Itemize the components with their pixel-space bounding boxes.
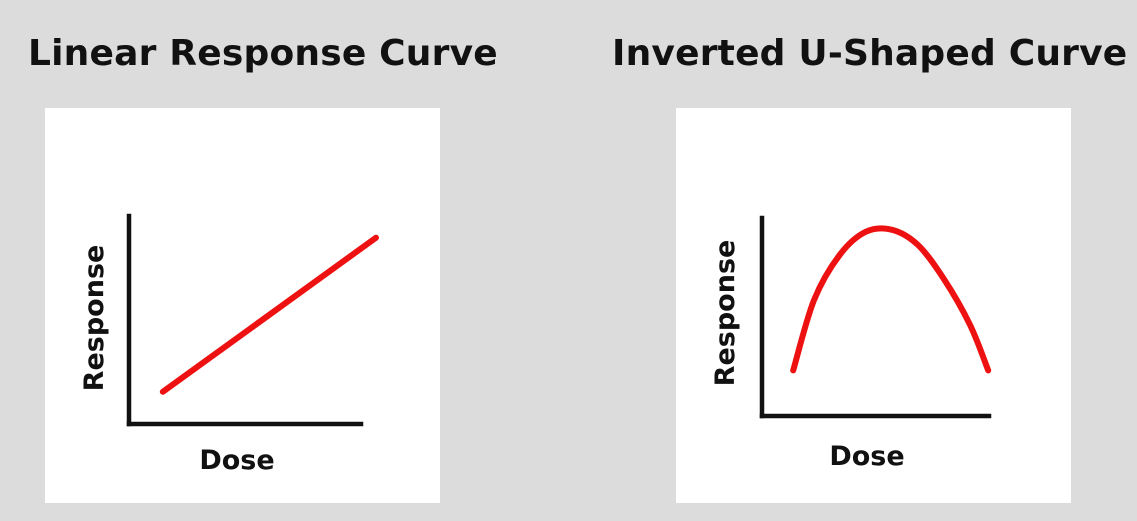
chart-svg-inverted-u: Dose Response xyxy=(710,215,992,472)
response-curve-inverted-u-0 xyxy=(790,225,992,374)
chart-title-linear: Linear Response Curve xyxy=(28,33,498,74)
x-axis-label-linear: Dose xyxy=(199,445,274,476)
chart-area-linear: Dose Response xyxy=(45,108,440,503)
y-axis-label-linear: Response xyxy=(79,245,110,392)
x-axis-label-inverted-u: Dose xyxy=(829,441,904,472)
y-axis-label-inverted-u: Response xyxy=(710,240,741,387)
chart-svg-linear: Dose Response xyxy=(79,213,379,476)
response-curve-linear-0 xyxy=(159,234,379,395)
chart-area-inverted-u: Dose Response xyxy=(676,108,1071,503)
chart-title-inverted-u: Inverted U-Shaped Curve xyxy=(612,33,1128,74)
